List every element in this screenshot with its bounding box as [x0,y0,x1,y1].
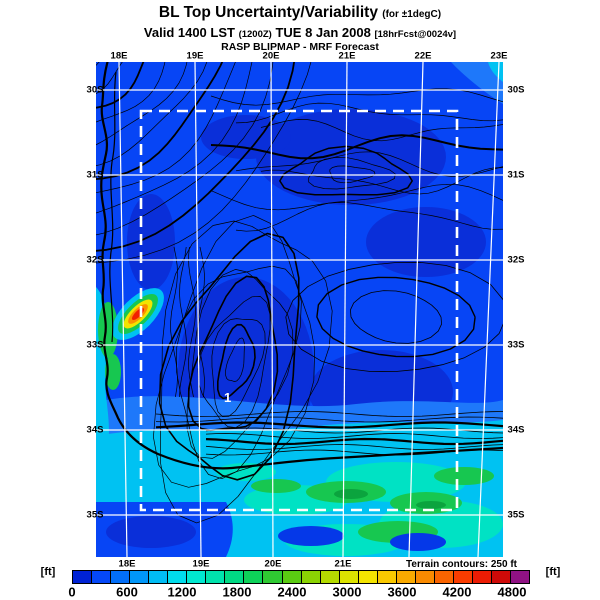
colorbar-tick: 3000 [332,584,362,600]
top-lon-label: 23E [490,50,508,62]
colorbar-cell [320,571,340,583]
title-qualifier: (for ±1degC) [382,9,442,20]
model-line: RASP BLIPMAP - MRF Forecast [221,41,379,53]
right-lat-label: 31S [507,169,525,181]
left-lat-label: 34S [86,424,104,436]
colorbar-tick: 4800 [497,584,527,600]
bottom-lon-label: 20E [264,558,282,570]
latlon-grid [96,61,503,558]
right-lat-label: 32S [507,254,525,266]
colorbar-cell [92,571,112,583]
right-lat-label: 33S [507,339,525,351]
top-lon-label: 18E [110,50,128,62]
max-variability-hotspot [112,288,164,340]
colorbar-cell [244,571,264,583]
left-lat-label: 31S [86,169,104,181]
colorbar-cell [206,571,226,583]
colorbar-tick: 4200 [442,584,472,600]
top-lon-label: 20E [262,50,280,62]
colorbar-tick: 0 [68,584,76,600]
colorbar-cell [301,571,321,583]
left-lat-label: 33S [86,339,104,351]
contour-annotation: 1 [224,390,231,405]
map-area: 1 [60,19,507,558]
bottom-lon-label: 19E [192,558,210,570]
left-lat-label: 30S [86,84,104,96]
colorbar-tick: 1800 [222,584,252,600]
colorbar-cell [225,571,245,583]
colorbar-cell [492,571,512,583]
colorbar-cell [339,571,359,583]
page-title: BL Top Uncertainty/Variability (for ±1de… [0,4,600,22]
model-domain-boundary [139,109,459,512]
colorbar-cell [472,571,493,583]
top-lon-label: 19E [186,50,204,62]
colorbar-tick: 3600 [387,584,417,600]
forecast-tag: [18hrFcst@0024v] [374,29,457,40]
left-lat-label: 32S [86,254,104,266]
colorbar-cell [263,571,283,583]
colorbar-cell [168,571,188,583]
right-lat-label: 35S [507,509,525,521]
title-text: BL Top Uncertainty/Variability [158,4,378,21]
colorbar-cell [453,571,473,583]
valid-prefix: Valid 1400 LST [143,25,235,40]
valid-date: TUE 8 Jan 2008 [275,25,371,40]
map-canvas: 1 [60,19,507,558]
colorbar-tick: 1200 [167,584,197,600]
colorbar-cell [111,571,131,583]
right-lat-label: 30S [507,84,525,96]
unit-label-left: [ft] [40,566,56,578]
bottom-lon-label: 18E [118,558,136,570]
colorbar-cell [130,571,150,583]
top-lon-label: 21E [338,50,356,62]
colorbar-cell [358,571,378,583]
colorbar-cell [415,571,435,583]
colorbar-tick: 2400 [277,584,307,600]
colorbar-cell [73,571,93,583]
colorbar-cell [511,571,530,583]
color-scale-bar [72,570,530,584]
bottom-lon-label: 21E [334,558,352,570]
colorbar-cell [149,571,169,583]
colorbar-cell [187,571,207,583]
top-lon-label: 22E [414,50,432,62]
right-lat-label: 34S [507,424,525,436]
left-lat-label: 35S [86,509,104,521]
colorbar-tick: 600 [116,584,138,600]
colorbar-cell [377,571,397,583]
colorbar-cell [434,571,454,583]
colorbar-cell [396,571,416,583]
colorbar-cell [282,571,302,583]
terrain-contours-note: Terrain contours: 250 ft [406,559,517,570]
valid-zulu: (1200Z) [238,29,272,40]
valid-time-line: Valid 1400 LST (1200Z) TUE 8 Jan 2008 [1… [0,25,600,40]
unit-label-right: [ft] [545,566,561,578]
